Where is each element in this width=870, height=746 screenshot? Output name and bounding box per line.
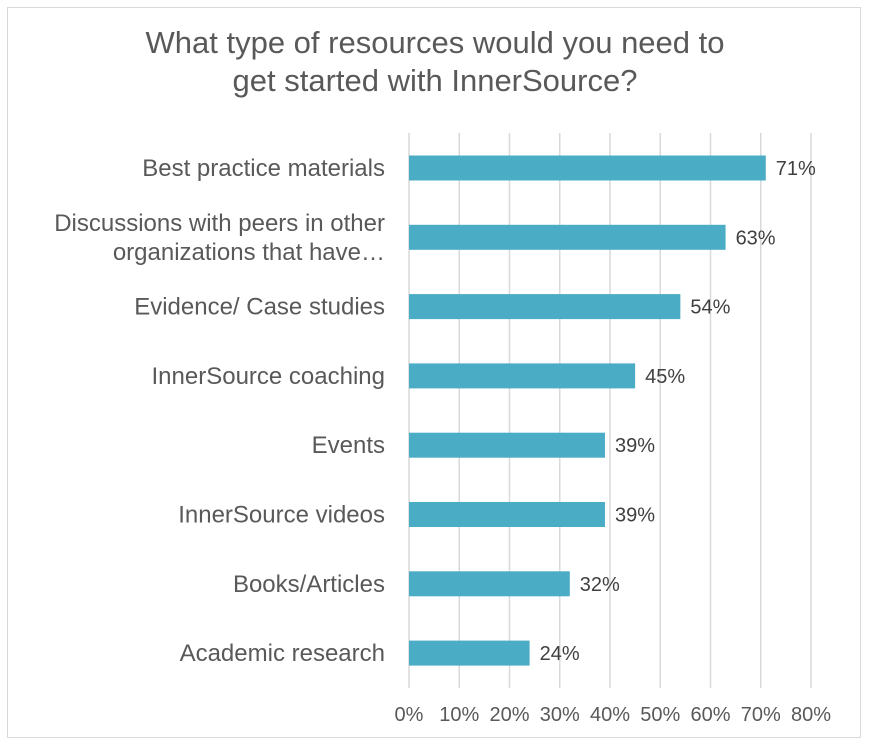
bar: [409, 363, 636, 389]
chart-title-line-1: What type of resources would you need to: [145, 25, 725, 60]
value-label: 24%: [540, 643, 580, 665]
value-label: 54%: [690, 297, 730, 319]
x-tick-label: 10%: [439, 704, 479, 726]
category-label: Books/Articles: [233, 571, 385, 598]
value-label: 39%: [615, 505, 655, 527]
category-label: Best practice materials: [142, 155, 385, 182]
x-axis-ticks: 0% 10% 20% 30% 40% 50% 60% 70% 80%: [395, 704, 832, 726]
bar: [409, 502, 605, 527]
value-label: 39%: [615, 435, 655, 457]
bar: [409, 155, 766, 181]
value-label: 63%: [736, 227, 776, 249]
value-label: 32%: [580, 574, 620, 596]
value-label: 71%: [776, 158, 816, 180]
category-label: organizations that have…: [113, 239, 385, 266]
bar: [409, 432, 605, 458]
bars: [409, 155, 766, 666]
x-tick-label: 40%: [590, 704, 630, 726]
category-labels: Best practice materials Discussions with …: [54, 155, 385, 667]
x-tick-label: 60%: [690, 704, 730, 726]
category-label: Discussions with peers in other: [54, 210, 385, 237]
chart-title: What type of resources would you need to…: [0, 24, 870, 100]
x-tick-label: 30%: [540, 704, 580, 726]
category-label: Events: [312, 432, 385, 459]
gridlines: [408, 133, 812, 688]
category-label: Evidence/ Case studies: [134, 294, 385, 321]
x-tick-label: 50%: [640, 704, 680, 726]
x-tick-label: 20%: [489, 704, 529, 726]
x-tick-label: 70%: [741, 704, 781, 726]
x-tick-label: 0%: [395, 704, 424, 726]
bar: [409, 294, 681, 320]
category-label: InnerSource coaching: [152, 363, 385, 390]
value-label: 45%: [645, 366, 685, 388]
category-label: InnerSource videos: [178, 502, 385, 529]
bar: [409, 640, 530, 666]
chart-title-line-2: get started with InnerSource?: [232, 63, 638, 98]
value-labels: 71% 63% 54% 45% 39% 39% 32% 24%: [540, 158, 816, 665]
x-tick-label: 80%: [791, 704, 831, 726]
bar: [409, 571, 570, 597]
bar: [409, 224, 726, 250]
category-label: Academic research: [180, 640, 385, 667]
